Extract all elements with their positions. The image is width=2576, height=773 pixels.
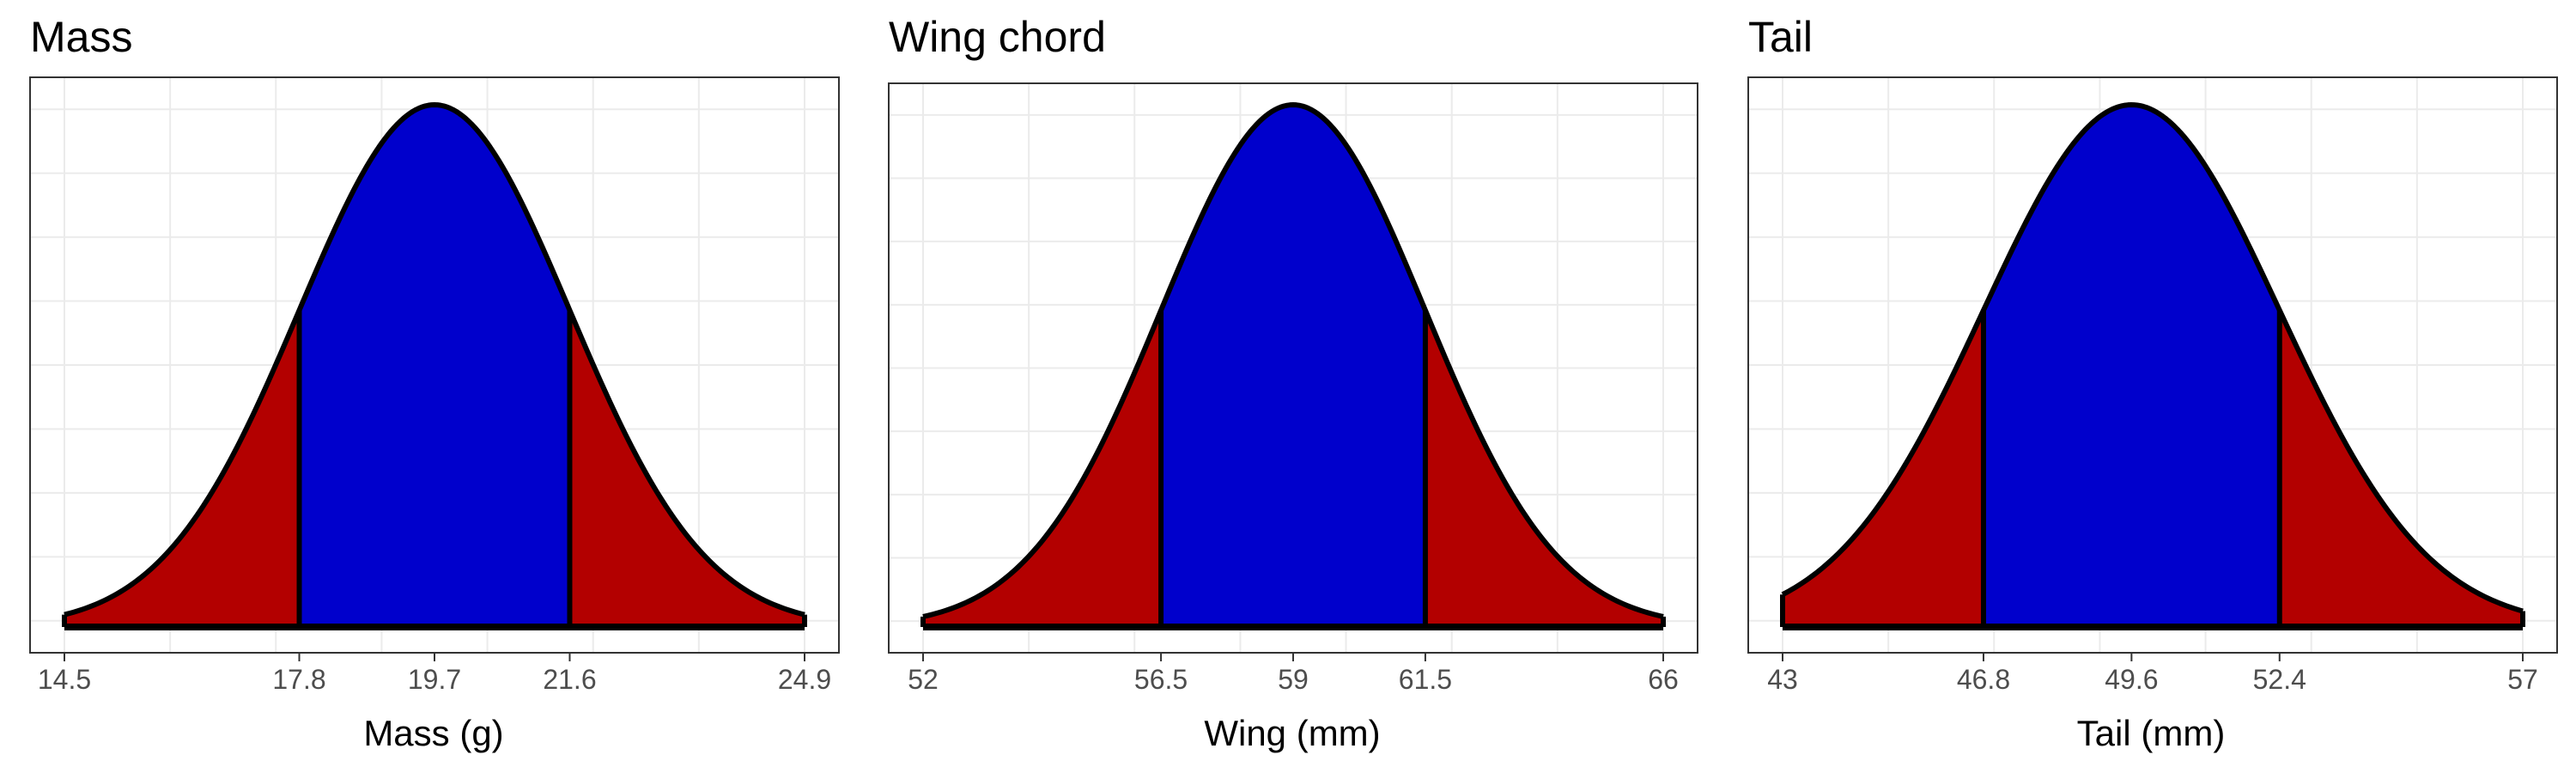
x-axis-label: Mass (g) — [363, 713, 503, 753]
plot-area: 52 56.5 59 61.5 66 — [888, 82, 1698, 695]
panel-title: Mass — [30, 13, 132, 61]
density-curve — [922, 102, 1664, 619]
x-tick-label: 52.4 — [2253, 664, 2306, 695]
central-area — [1161, 105, 1425, 627]
right-tail-area — [2279, 310, 2523, 627]
x-tick-label: 46.8 — [1957, 664, 2010, 695]
right-tail-area — [569, 310, 805, 627]
left-tail-area — [1783, 310, 1984, 627]
panel-title: Tail — [1748, 13, 1813, 61]
x-tick-label: 66 — [1648, 664, 1679, 695]
x-tick-label: 21.6 — [543, 664, 596, 695]
panel-title: Wing chord — [889, 13, 1106, 61]
central-area — [299, 105, 570, 627]
x-tick-label: 52 — [908, 664, 939, 695]
right-tail-area — [1425, 310, 1663, 627]
x-axis-label: Tail (mm) — [2077, 713, 2226, 753]
x-tick-label: 61.5 — [1399, 664, 1452, 695]
x-tick-label: 17.8 — [272, 664, 325, 695]
x-tick-label: 49.6 — [2105, 664, 2158, 695]
x-tick-label: 19.7 — [408, 664, 461, 695]
x-axis-label: Wing (mm) — [1204, 713, 1380, 753]
plot-area: 43 46.8 49.6 52.4 57 — [1747, 76, 2558, 695]
x-tick-label: 24.9 — [778, 664, 831, 695]
plot-area: 14.5 17.8 19.7 21.6 24.9 — [29, 76, 840, 695]
left-tail-area — [923, 310, 1162, 627]
panel-border — [1747, 76, 2558, 654]
density-curve — [64, 102, 805, 618]
central-area — [1983, 105, 2280, 627]
x-tick-label: 14.5 — [38, 664, 91, 695]
panel-wing-chord: 52 56.5 59 61.5 66 Wing chord Wing (mm) — [888, 13, 1698, 753]
left-tail-area — [64, 310, 300, 627]
x-tick-label: 43 — [1767, 664, 1798, 695]
x-tick-label: 56.5 — [1134, 664, 1188, 695]
density-curve — [1781, 102, 2524, 614]
panel-tail: 43 46.8 49.6 52.4 57 Tail Tail (mm) — [1747, 13, 2558, 753]
panel-mass: 14.5 17.8 19.7 21.6 24.9 Mass Mass (g) — [29, 13, 840, 753]
x-tick-label: 57 — [2507, 664, 2538, 695]
x-tick-label: 59 — [1278, 664, 1309, 695]
